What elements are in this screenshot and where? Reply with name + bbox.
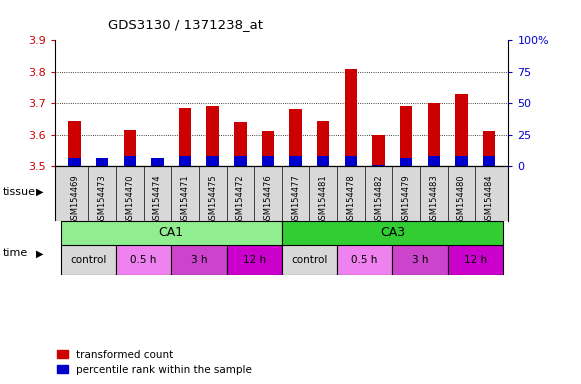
Text: 0.5 h: 0.5 h (352, 255, 378, 265)
Bar (372, 165, 385, 166)
Text: GSM154484: GSM154484 (485, 175, 493, 225)
Bar (317, 121, 329, 166)
Bar (116, 245, 171, 275)
Bar (151, 157, 164, 166)
Bar (227, 245, 282, 275)
Bar (289, 109, 302, 166)
Bar (400, 157, 413, 166)
Bar (392, 245, 447, 275)
Bar (372, 135, 385, 166)
Bar (179, 108, 191, 166)
Text: GSM154478: GSM154478 (346, 175, 356, 225)
Text: GSM154481: GSM154481 (319, 175, 328, 225)
Text: CA3: CA3 (380, 227, 405, 239)
Bar (282, 220, 503, 245)
Bar (61, 220, 282, 245)
Text: ▶: ▶ (36, 187, 44, 197)
Bar (151, 159, 164, 166)
Bar (124, 130, 136, 166)
Text: CA1: CA1 (159, 227, 184, 239)
Bar (447, 245, 503, 275)
Bar (206, 156, 219, 166)
Bar (96, 159, 109, 166)
Bar (69, 157, 81, 166)
Text: 3 h: 3 h (412, 255, 428, 265)
Bar (171, 245, 227, 275)
Text: GSM154482: GSM154482 (374, 175, 383, 225)
Bar (234, 156, 246, 166)
Bar (262, 156, 274, 166)
Text: 12 h: 12 h (243, 255, 266, 265)
Text: ▶: ▶ (36, 248, 44, 258)
Text: GSM154483: GSM154483 (429, 175, 438, 225)
Text: 3 h: 3 h (191, 255, 207, 265)
Bar (234, 122, 246, 166)
Bar (345, 156, 357, 166)
Text: GSM154470: GSM154470 (125, 175, 134, 225)
Bar (483, 156, 495, 166)
Bar (345, 69, 357, 166)
Bar (337, 245, 392, 275)
Legend: transformed count, percentile rank within the sample: transformed count, percentile rank withi… (58, 350, 252, 375)
Text: tissue: tissue (3, 187, 36, 197)
Bar (262, 131, 274, 166)
Bar (400, 106, 413, 166)
Bar (282, 245, 337, 275)
Text: GDS3130 / 1371238_at: GDS3130 / 1371238_at (109, 18, 263, 31)
Text: 0.5 h: 0.5 h (130, 255, 157, 265)
Bar (289, 156, 302, 166)
Bar (428, 156, 440, 166)
Text: GSM154473: GSM154473 (98, 175, 107, 225)
Text: GSM154479: GSM154479 (401, 175, 411, 225)
Bar (206, 106, 219, 166)
Text: GSM154476: GSM154476 (263, 175, 272, 225)
Text: control: control (291, 255, 328, 265)
Bar (455, 94, 468, 166)
Text: GSM154475: GSM154475 (208, 175, 217, 225)
Bar (179, 156, 191, 166)
Bar (455, 156, 468, 166)
Bar (483, 131, 495, 166)
Bar (317, 156, 329, 166)
Text: 12 h: 12 h (464, 255, 487, 265)
Text: GSM154477: GSM154477 (291, 175, 300, 225)
Text: time: time (3, 248, 28, 258)
Text: GSM154472: GSM154472 (236, 175, 245, 225)
Text: control: control (70, 255, 106, 265)
Bar (69, 121, 81, 166)
Text: GSM154474: GSM154474 (153, 175, 162, 225)
Text: GSM154471: GSM154471 (181, 175, 189, 225)
Bar (61, 245, 116, 275)
Text: GSM154480: GSM154480 (457, 175, 466, 225)
Bar (96, 157, 109, 166)
Bar (124, 156, 136, 166)
Text: GSM154469: GSM154469 (70, 175, 79, 225)
Bar (428, 103, 440, 166)
